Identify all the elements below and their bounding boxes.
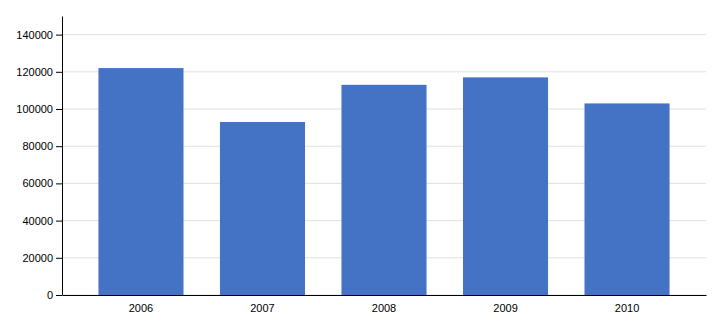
y-tick: 20000 bbox=[22, 252, 62, 264]
y-tick-label: 0 bbox=[47, 289, 53, 301]
y-tick: 60000 bbox=[22, 177, 62, 189]
chart-container: 0 20000 40000 60000 80000 100000 120000 140000 2… bbox=[0, 0, 726, 327]
y-tick-label: 40000 bbox=[22, 215, 53, 227]
y-tick-mark bbox=[56, 109, 62, 110]
y-tick: 120000 bbox=[16, 66, 62, 78]
x-tick-label: 2008 bbox=[372, 302, 396, 314]
y-tick-mark bbox=[56, 146, 62, 147]
y-tick-mark bbox=[56, 258, 62, 259]
x-tick-label: 2009 bbox=[493, 302, 517, 314]
y-tick: 100000 bbox=[16, 103, 62, 115]
y-tick: 140000 bbox=[16, 29, 62, 41]
chart-svg: 0 20000 40000 60000 80000 100000 120000 140000 2… bbox=[0, 0, 726, 327]
bars bbox=[98, 68, 669, 295]
y-tick-mark bbox=[56, 35, 62, 36]
x-tick: 2009 bbox=[493, 302, 517, 314]
bar bbox=[98, 68, 183, 295]
grid-line bbox=[62, 34, 706, 35]
x-tick: 2006 bbox=[129, 302, 153, 314]
x-axis: 2006 2007 2008 2009 2010 bbox=[63, 296, 707, 314]
y-tick-mark bbox=[56, 221, 62, 222]
y-tick: 0 bbox=[47, 289, 62, 301]
y-axis: 0 20000 40000 60000 80000 100000 120000 140000 bbox=[16, 17, 62, 302]
x-tick: 2010 bbox=[615, 302, 639, 314]
y-tick-mark bbox=[56, 295, 62, 296]
y-tick-mark bbox=[56, 183, 62, 184]
y-tick-mark bbox=[56, 72, 62, 73]
y-tick-label: 120000 bbox=[16, 66, 53, 78]
y-tick-label: 20000 bbox=[22, 252, 53, 264]
bar bbox=[220, 122, 305, 295]
y-axis-line bbox=[62, 17, 63, 296]
bar bbox=[341, 85, 426, 295]
y-tick-label: 140000 bbox=[16, 29, 53, 41]
x-tick: 2008 bbox=[372, 302, 396, 314]
y-tick-label: 60000 bbox=[22, 177, 53, 189]
x-axis-line bbox=[63, 295, 707, 296]
y-tick-label: 80000 bbox=[22, 140, 53, 152]
bar bbox=[584, 103, 669, 295]
x-tick-label: 2007 bbox=[250, 302, 274, 314]
y-tick: 80000 bbox=[22, 140, 62, 152]
bar bbox=[463, 77, 548, 295]
y-tick-label: 100000 bbox=[16, 103, 53, 115]
plot: 0 20000 40000 60000 80000 100000 120000 140000 2… bbox=[16, 17, 706, 314]
x-tick-label: 2010 bbox=[615, 302, 639, 314]
x-tick-label: 2006 bbox=[129, 302, 153, 314]
x-tick: 2007 bbox=[250, 302, 274, 314]
y-tick: 40000 bbox=[22, 215, 62, 227]
grid bbox=[62, 35, 706, 295]
